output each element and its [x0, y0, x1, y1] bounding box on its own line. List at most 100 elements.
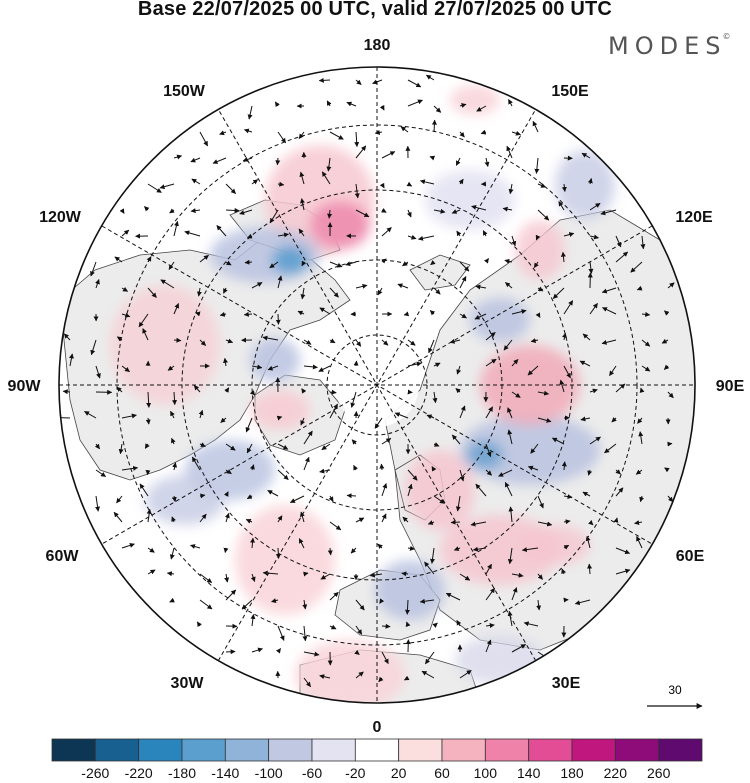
wind-vector [379, 182, 385, 189]
wind-vector [602, 307, 617, 315]
wind-vector [428, 339, 435, 354]
wind-vector [139, 483, 149, 497]
wind-vector [298, 228, 305, 237]
wind-vector [171, 495, 177, 503]
wind-vector [636, 536, 643, 549]
wind-vector [199, 573, 213, 584]
wind-vector [144, 206, 150, 212]
wind-vector [298, 538, 305, 549]
wind-vector [589, 388, 598, 394]
wind-vector [199, 599, 213, 610]
wind-vector [168, 261, 175, 270]
wind-vector [615, 383, 626, 393]
colorbar-tick-label: -180 [167, 765, 197, 781]
wind-vector [552, 287, 565, 299]
wind-vector [418, 235, 435, 241]
wind-vector [116, 495, 123, 504]
wind-vector [147, 569, 156, 575]
wind-vector [609, 365, 617, 377]
wind-vector [224, 573, 230, 583]
wind-vector [394, 412, 409, 419]
wind-vector [451, 209, 461, 214]
wind-vector [251, 282, 263, 289]
wind-vector [450, 519, 461, 525]
wind-vector [170, 410, 175, 419]
wind-vector [298, 131, 305, 140]
wind-vector [587, 178, 593, 185]
wind-vector [505, 282, 513, 289]
wind-vector [269, 209, 279, 224]
wind-vectors [59, 74, 675, 688]
wind-vector [190, 544, 201, 549]
wind-vector [585, 535, 591, 549]
wind-vector [90, 261, 97, 277]
lon-label-0: 0 [373, 719, 382, 736]
wind-vector [249, 464, 255, 471]
wind-vector [145, 417, 151, 425]
wind-vector [485, 639, 492, 653]
wind-vector [277, 181, 285, 187]
wind-vector [225, 469, 232, 475]
wind-vector [355, 209, 370, 218]
wind-vector [563, 365, 571, 379]
wind-vector [641, 339, 651, 347]
wind-vector [587, 469, 593, 476]
wind-vector [664, 467, 670, 473]
wind-vector [485, 469, 492, 476]
wind-vector [377, 543, 383, 549]
wind-vector [302, 599, 308, 610]
wind-vector [535, 312, 541, 318]
wind-vector [470, 521, 487, 527]
wind-vector [379, 598, 385, 604]
wind-vector [239, 209, 253, 215]
wind-vector [190, 208, 201, 214]
wind-vector [406, 209, 412, 218]
wind-vector [639, 387, 645, 394]
wind-vector [458, 178, 464, 185]
wind-vector [267, 365, 279, 371]
wind-vector [589, 234, 599, 240]
wind-vector [563, 544, 570, 550]
wind-vector [329, 521, 342, 531]
colorbar-swatch [268, 738, 313, 762]
negative-anomaly [375, 560, 445, 620]
wind-vector [507, 610, 513, 627]
wind-vector [427, 520, 435, 525]
wind-vector [172, 391, 178, 406]
negative-anomaly [460, 415, 600, 485]
wind-vector [433, 442, 440, 447]
wind-vector [167, 365, 175, 371]
map-title: Base 22/07/2025 00 UTC, valid 27/07/2025… [137, 0, 613, 20]
wind-vector [121, 229, 130, 237]
wind-vector [299, 511, 305, 523]
wind-vector [199, 131, 209, 147]
wind-vector [138, 313, 149, 328]
wind-vector [262, 335, 279, 341]
wind-vector [84, 410, 97, 419]
wind-vector [537, 495, 544, 509]
wind-vector [243, 311, 253, 317]
wind-vector [560, 251, 566, 263]
colorbar-swatch [528, 738, 573, 762]
wind-vector [275, 157, 281, 166]
wind-vector [433, 287, 441, 295]
wind-vector [589, 436, 601, 445]
wind-vector [511, 572, 524, 578]
wind-vector [326, 157, 332, 172]
wind-vector [114, 256, 123, 263]
wind-vector [400, 126, 409, 133]
wind-vector [403, 311, 410, 317]
wind-vector [142, 328, 149, 341]
wind-vector [146, 256, 152, 263]
wind-vector [456, 230, 462, 237]
wind-vector [587, 563, 593, 575]
wind-vector [551, 437, 565, 445]
wind-vector [615, 568, 631, 575]
wind-vector [456, 619, 462, 627]
colorbar-swatch [51, 738, 96, 762]
wind-vector [173, 220, 179, 237]
wind-vector [484, 157, 490, 167]
positive-anomaly [250, 390, 310, 430]
wind-vector [455, 388, 461, 394]
wind-vector [563, 494, 573, 500]
